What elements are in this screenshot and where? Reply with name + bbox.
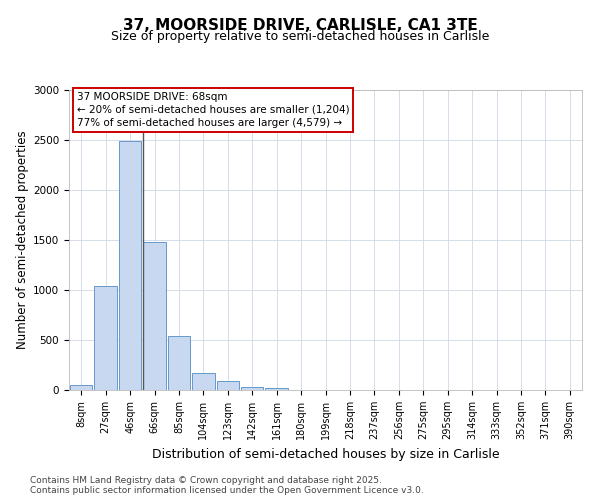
Bar bbox=[217, 381, 239, 390]
Bar bbox=[143, 242, 166, 390]
Y-axis label: Number of semi-detached properties: Number of semi-detached properties bbox=[16, 130, 29, 350]
Bar bbox=[70, 384, 92, 390]
Text: Contains HM Land Registry data © Crown copyright and database right 2025.: Contains HM Land Registry data © Crown c… bbox=[30, 476, 382, 485]
Text: 37, MOORSIDE DRIVE, CARLISLE, CA1 3TE: 37, MOORSIDE DRIVE, CARLISLE, CA1 3TE bbox=[122, 18, 478, 32]
Bar bbox=[192, 372, 215, 390]
Text: Size of property relative to semi-detached houses in Carlisle: Size of property relative to semi-detach… bbox=[111, 30, 489, 43]
X-axis label: Distribution of semi-detached houses by size in Carlisle: Distribution of semi-detached houses by … bbox=[152, 448, 499, 460]
Bar bbox=[167, 336, 190, 390]
Bar bbox=[94, 286, 117, 390]
Bar bbox=[241, 387, 263, 390]
Text: Contains public sector information licensed under the Open Government Licence v3: Contains public sector information licen… bbox=[30, 486, 424, 495]
Bar bbox=[119, 141, 142, 390]
Text: 37 MOORSIDE DRIVE: 68sqm
← 20% of semi-detached houses are smaller (1,204)
77% o: 37 MOORSIDE DRIVE: 68sqm ← 20% of semi-d… bbox=[77, 92, 349, 128]
Bar bbox=[265, 388, 288, 390]
